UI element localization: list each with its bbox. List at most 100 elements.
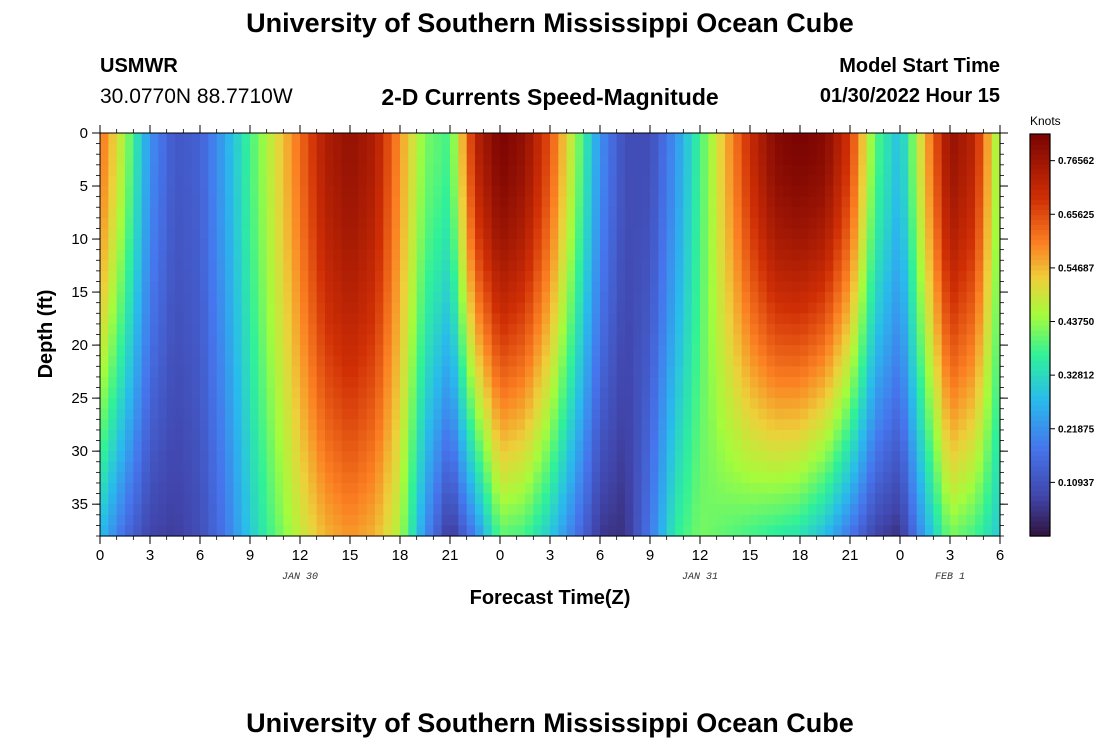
heatmap-cell [166,408,176,420]
heatmap-cell [333,493,343,505]
heatmap-cell [191,239,201,251]
heatmap-cell [891,451,901,463]
heatmap-cell [375,482,384,495]
heatmap-cell [116,355,126,367]
heatmap-cell [858,302,868,314]
heatmap-cell [750,355,759,367]
heatmap-cell [941,313,951,325]
heatmap-cell [375,186,384,198]
heatmap-cell [650,461,659,473]
heatmap-cell [516,376,526,389]
heatmap-cell [908,355,918,367]
heatmap-cell [491,334,501,346]
heatmap-cell [816,164,826,177]
heatmap-cell [183,175,193,187]
heatmap-cell [658,323,668,336]
heatmap-cell [675,196,684,208]
heatmap-cell [950,313,959,325]
heatmap-cell [183,355,193,367]
heatmap-cell [283,461,293,473]
heatmap-cell [916,451,926,463]
heatmap-cell [825,419,834,431]
heatmap-cell [508,472,518,484]
heatmap-cell [641,175,651,187]
heatmap-cell [500,313,509,325]
heatmap-cell [483,355,493,367]
heatmap-cell [833,186,843,198]
heatmap-cell [416,472,426,484]
heatmap-cell [791,133,801,145]
heatmap-cell [725,440,734,452]
heatmap-cell [383,514,393,526]
heatmap-cell [950,133,959,145]
heatmap-cell [408,461,418,473]
heatmap-cell [650,292,659,304]
heatmap-cell [741,143,751,155]
heatmap-cell [200,260,209,272]
heatmap-cell [200,228,209,240]
heatmap-cell [841,493,851,505]
heatmap-cell [533,186,543,198]
heatmap-cell [850,207,859,219]
heatmap-cell [766,186,776,198]
heatmap-cell [583,260,593,272]
heatmap-cell [491,451,501,463]
heatmap-cell [125,164,134,177]
heatmap-cell [575,164,584,177]
heatmap-cell [516,164,526,177]
heatmap-cell [683,302,693,314]
heatmap-cell [291,472,301,484]
heatmap-cell [225,514,234,526]
heatmap-cell [625,345,634,357]
heatmap-cell [291,143,301,155]
heatmap-cell [791,472,801,484]
heatmap-cell [950,525,959,537]
heatmap-cell [816,440,826,452]
heatmap-cell [200,133,209,145]
heatmap-cell [333,302,343,314]
heatmap-cell [691,186,701,198]
heatmap-cell [583,313,593,325]
heatmap-cell [716,514,726,526]
heatmap-cell [375,345,384,357]
heatmap-cell [108,345,118,357]
heatmap-cell [725,164,734,177]
heatmap-cell [450,451,459,463]
heatmap-cell [375,366,384,378]
heatmap-cell [466,143,476,155]
heatmap-cell [941,345,951,357]
heatmap-cell [633,270,643,283]
heatmap-cell [933,217,943,230]
heatmap-cell [300,366,309,378]
heatmap-cell [333,154,343,166]
heatmap-cell [158,472,168,484]
heatmap-cell [891,292,901,304]
heatmap-cell [700,196,709,208]
heatmap-cell [950,207,959,219]
heatmap-cell [491,525,501,537]
heatmap-cell [650,154,659,166]
heatmap-cell [750,429,759,442]
heatmap-cell [975,228,984,240]
heatmap-cell [141,334,151,346]
heatmap-cell [883,164,893,177]
heatmap-cell [608,355,618,367]
heatmap-cell [883,133,893,145]
heatmap-cell [841,429,851,442]
heatmap-cell [600,228,609,240]
heatmap-cell [858,376,868,389]
heatmap-cell [375,143,384,155]
heatmap-cell [441,239,451,251]
heatmap-cell [525,313,534,325]
heatmap-cell [358,440,368,452]
heatmap-cell [275,249,284,261]
heatmap-cell [350,260,359,272]
heatmap-cell [916,175,926,187]
heatmap-cell [225,207,234,219]
heatmap-cell [608,419,618,431]
heatmap-cell [308,387,318,399]
heatmap-cell [358,387,368,399]
heatmap-cell [683,323,693,336]
heatmap-cell [483,482,493,495]
heatmap-cell [575,228,584,240]
